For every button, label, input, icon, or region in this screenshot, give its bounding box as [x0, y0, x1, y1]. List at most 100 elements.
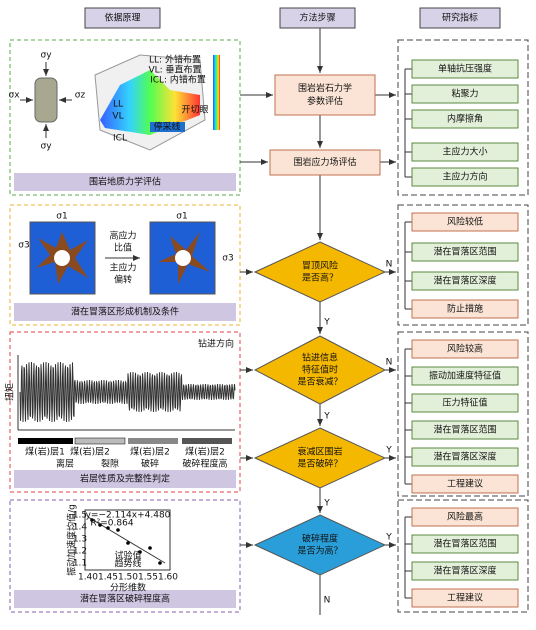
y-tick-label: 1.4: [73, 523, 88, 533]
decision: [253, 427, 387, 489]
rock-sample: [34, 77, 58, 123]
header: 依据原理: [104, 12, 140, 24]
colorbar: [213, 55, 220, 130]
indicator-box: [411, 59, 519, 79]
indicator: 风险较高: [447, 343, 483, 355]
x-tick-label: 1.60: [158, 573, 178, 583]
label-box: [150, 122, 185, 132]
panel-label: σx: [8, 91, 20, 101]
decision-text: 特征值时: [302, 364, 338, 376]
plot-label: y=−2.114x+4.480: [86, 511, 171, 521]
decision: [253, 241, 387, 303]
decision-text: 衰减区围岩: [297, 446, 342, 458]
panel-label: VL: [112, 112, 123, 122]
panel-frame: [9, 331, 241, 493]
decision-text: 破碎程度: [302, 533, 338, 545]
decision-text: 是否破碎？: [297, 458, 342, 470]
panel-label: σz: [75, 91, 86, 101]
caption-bar: [14, 173, 236, 191]
step-box: [274, 74, 376, 116]
panel-label: 离层: [56, 458, 74, 470]
x-tick-label: 1.40: [78, 573, 98, 583]
panel-label: 钻进方向: [198, 338, 234, 350]
x-tick-label: 1.45: [98, 573, 118, 583]
x-tick-label: 1.55: [138, 573, 158, 583]
indicator-box: [411, 474, 519, 494]
decision-text: 是否衰减？: [297, 376, 342, 388]
indicator-box: [411, 142, 519, 162]
header-box: [279, 7, 356, 29]
indicator-box: [411, 271, 519, 291]
indicator-box: [411, 84, 519, 104]
plot-frame: [84, 509, 171, 571]
caption: 潜在冒落区破碎程度高: [80, 593, 170, 605]
indicator: 防止措施: [447, 303, 483, 315]
group-frame: [397, 39, 529, 196]
decision: [253, 335, 387, 405]
panel-label: 破碎: [141, 458, 159, 470]
branch-label: Y: [323, 412, 330, 422]
panel-frame: [9, 499, 241, 613]
group-frame: [397, 499, 529, 613]
panel-label: σy: [40, 142, 52, 152]
indicator: 单轴抗压强度: [438, 63, 492, 75]
panel-label: 煤(岩)层1: [25, 446, 65, 458]
layer-bar: [18, 438, 73, 444]
panel-label: LL: [113, 100, 123, 110]
indicator-box: [411, 366, 519, 386]
layout: [9, 28, 529, 615]
panel-frame: [9, 204, 241, 326]
decision-text: 是否为高？: [297, 545, 342, 557]
panel-label: σ1: [56, 212, 67, 222]
panel-label: σ3: [222, 254, 233, 264]
panel-label: 开切眼: [181, 105, 208, 116]
panel-label: 主应力: [109, 262, 136, 274]
indicator-box: [411, 507, 519, 527]
indicator-box: [411, 212, 519, 232]
indicator-box: [411, 447, 519, 467]
caption: 潜在冒落区形成机制及条件: [71, 306, 179, 318]
indicator: 潜在冒落区范围: [433, 424, 496, 436]
panel-label: 煤(岩)层2: [70, 446, 110, 458]
indicator: 压力特征值: [442, 397, 487, 409]
y-tick-label: 1.2: [73, 547, 87, 557]
decision-text: 是否高？: [302, 272, 338, 284]
indicator: 振动加速度特征值: [429, 370, 501, 382]
branch-label: Y: [385, 446, 392, 456]
decision: [253, 514, 387, 576]
indicator: 工程建议: [447, 592, 483, 604]
panel-label: 煤(岩)层2: [185, 446, 225, 458]
indicator: 工程建议: [447, 478, 483, 490]
y-tick-label: 1.5: [73, 511, 87, 521]
group-frame: [397, 204, 529, 326]
branch-label: N: [386, 358, 393, 368]
header-box: [84, 7, 161, 29]
header-box: [419, 7, 501, 29]
step-text: 围岩应力场评估: [293, 156, 356, 168]
indicator: 潜在冒落区深度: [433, 275, 496, 287]
indicator: 风险最高: [447, 511, 483, 523]
panel-label: 裂隙: [101, 458, 119, 470]
panel-frame: [9, 39, 241, 196]
indicator: 潜在冒落区深度: [433, 451, 496, 463]
layer-bar: [74, 437, 126, 445]
indicator-box: [411, 339, 519, 359]
indicator-box: [411, 534, 519, 554]
branch-label: N: [386, 260, 393, 270]
indicator: 主应力大小: [442, 146, 487, 158]
panel-label: VL: 垂直布置: [148, 64, 201, 76]
step-box: [269, 149, 381, 176]
group-frame: [397, 331, 529, 497]
panel-label: 偏转: [114, 274, 132, 286]
plot-label: 趋势线: [114, 558, 141, 570]
panel-label: σy: [40, 51, 52, 61]
branch-label: Y: [323, 499, 330, 509]
caption-bar: [14, 470, 236, 488]
step-text: 围岩岩石力学: [298, 82, 352, 94]
step-text: 参数评估: [307, 95, 343, 107]
indicator-box: [411, 561, 519, 581]
panel-label: 停采线: [153, 121, 180, 133]
panel-label: LL: 外错布置: [149, 54, 201, 66]
plot-surface: [100, 70, 200, 135]
layer-bar: [182, 438, 232, 444]
